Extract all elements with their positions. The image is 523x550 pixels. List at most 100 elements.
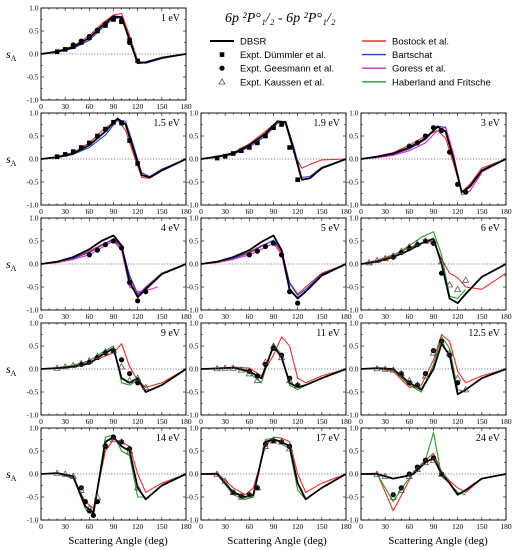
x-tick-label: 120 <box>132 207 144 216</box>
x-tick-label: 180 <box>500 207 512 216</box>
data-point-circle <box>86 252 92 258</box>
data-point-square <box>70 149 76 154</box>
data-point-circle <box>78 38 84 44</box>
x-tick-label: 30 <box>381 522 389 531</box>
legend-item: DBSR <box>210 37 267 48</box>
y-tick-label: -0.5 <box>347 493 359 502</box>
legend-item: Goress et al. <box>362 64 446 75</box>
x-tick-label: 150 <box>476 312 488 321</box>
y-axis-label: sA <box>6 47 17 63</box>
data-point-triangle <box>213 364 221 372</box>
data-point-triangle <box>101 347 110 355</box>
y-tick-label: 0.0 <box>349 260 359 269</box>
data-point-triangle <box>381 254 389 262</box>
data-point-triangle <box>53 364 61 371</box>
legend-label: Expt. Geesmann et al. <box>240 64 334 75</box>
data-point-circle <box>127 39 133 46</box>
panel-plot-area <box>41 343 186 393</box>
series-dbsr <box>201 438 346 501</box>
panel-24-eV: 0 30 60 90 120 150 180 -1.0 -0.5 0.0 0.5 1.0 24 eV <box>347 424 512 531</box>
y-axis-label: sA <box>6 362 17 378</box>
series-bostock <box>201 240 346 295</box>
legend-swatch <box>219 52 225 57</box>
data-point-triangle <box>237 366 245 373</box>
x-tick-label: 120 <box>132 417 144 426</box>
data-point-square <box>238 148 244 154</box>
data-point-triangle <box>229 488 237 495</box>
x-tick-label: 150 <box>316 312 328 321</box>
data-point-square <box>263 133 268 139</box>
panel-plot-area <box>201 120 346 182</box>
x-tick-label: 90 <box>430 522 438 531</box>
x-tick-label: 150 <box>156 522 168 531</box>
data-point-square <box>271 125 276 131</box>
legend-swatch <box>219 65 225 71</box>
x-tick-label: 60 <box>86 522 94 531</box>
data-point-triangle <box>109 346 118 354</box>
data-point-triangle <box>277 353 286 361</box>
y-tick-label: 0.5 <box>349 342 359 351</box>
y-tick-label: 0.5 <box>29 27 39 36</box>
data-point-square <box>214 155 220 161</box>
x-tick-label: 120 <box>132 102 144 111</box>
series-bartschat <box>361 125 506 192</box>
y-tick-label: -0.5 <box>187 493 199 502</box>
x-tick-label: 0 <box>39 312 43 321</box>
data-point-square <box>127 138 132 143</box>
data-point-circle <box>455 181 461 187</box>
data-point-triangle <box>53 469 61 476</box>
legend-label: Bartschat <box>392 50 432 61</box>
y-tick-label: -0.5 <box>347 178 359 187</box>
energy-label: 5 eV <box>321 223 341 234</box>
panel-11-eV: 0 30 60 90 120 150 180 -1.0 -0.5 0.0 0.5 1.0 11 eV <box>187 319 352 426</box>
x-tick-label: 120 <box>292 312 304 321</box>
x-tick-label: 150 <box>476 522 488 531</box>
x-tick-label: 30 <box>221 417 229 426</box>
data-point-circle <box>238 493 244 499</box>
x-tick-label: 30 <box>381 417 389 426</box>
x-tick-label: 0 <box>359 207 363 216</box>
data-point-square <box>222 153 228 159</box>
data-point-triangle <box>437 257 446 265</box>
x-tick-label: 180 <box>180 102 192 111</box>
x-axis-label-col2: Scattering Angle (deg) <box>227 535 327 547</box>
y-tick-label: 1.0 <box>29 109 39 118</box>
data-point-triangle <box>373 256 381 263</box>
energy-label: 1 eV <box>161 13 181 24</box>
y-tick-label: 0.0 <box>189 365 199 374</box>
y-tick-label: -1.0 <box>27 411 39 420</box>
data-point-circle <box>102 350 109 356</box>
data-point-triangle <box>126 447 134 454</box>
data-point-circle <box>246 252 252 258</box>
y-tick-label: 0.0 <box>29 260 39 269</box>
data-point-circle <box>398 249 404 256</box>
data-point-triangle <box>126 376 134 384</box>
panel-plot-area <box>361 333 506 396</box>
y-tick-label: 1.0 <box>189 424 199 433</box>
data-point-circle <box>110 238 117 244</box>
data-point-circle <box>422 133 429 139</box>
data-point-triangle <box>277 438 286 445</box>
x-tick-label: 60 <box>246 522 254 531</box>
series-bartschat <box>201 239 346 296</box>
data-point-circle <box>143 289 149 295</box>
data-point-circle <box>438 270 445 276</box>
energy-label: 9 eV <box>161 328 181 339</box>
data-point-triangle <box>221 364 229 371</box>
data-point-circle <box>86 33 92 40</box>
y-tick-label: -1.0 <box>187 201 199 210</box>
x-tick-label: 180 <box>500 417 512 426</box>
energy-label: 24 eV <box>476 433 501 444</box>
data-point-triangle <box>286 376 294 384</box>
data-point-square <box>54 154 60 159</box>
x-tick-label: 120 <box>452 207 464 216</box>
data-point-circle <box>135 298 141 304</box>
y-tick-label: 0.0 <box>189 260 199 269</box>
y-tick-label: -1.0 <box>187 516 199 525</box>
x-tick-label: 0 <box>199 312 203 321</box>
data-point-circle <box>414 242 420 248</box>
data-point-triangle <box>365 258 373 266</box>
panel-plot-area <box>41 12 186 65</box>
data-point-circle <box>94 247 100 253</box>
